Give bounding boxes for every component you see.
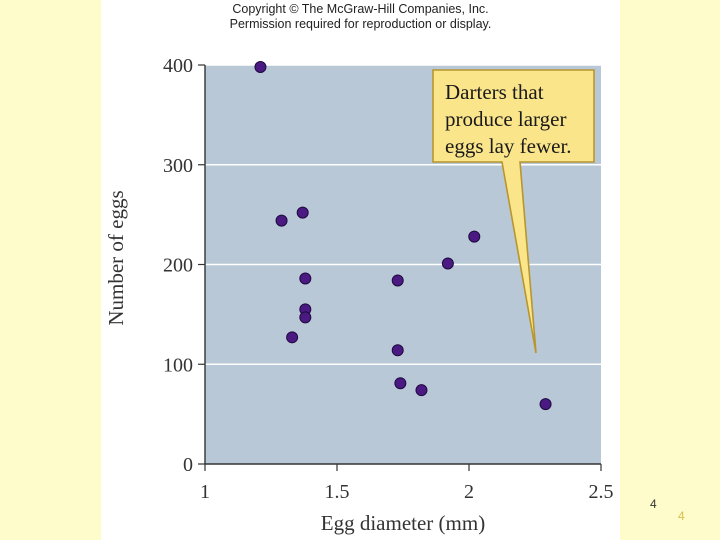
page-number: 4: [650, 497, 657, 511]
data-point: [539, 398, 552, 411]
axes: [198, 64, 602, 471]
data-point: [441, 257, 454, 270]
copyright-notice: Copyright © The McGraw-Hill Companies, I…: [101, 2, 620, 32]
data-point: [394, 377, 407, 390]
data-point: [391, 344, 404, 357]
y-axis-title: Number of eggs: [104, 190, 128, 325]
y-tick-label: 300: [163, 155, 193, 177]
callout-box: [432, 69, 595, 354]
data-point: [415, 384, 428, 397]
x-tick-label: 2: [464, 481, 474, 503]
page-number-footer: 4: [678, 509, 685, 523]
x-tick-label: 1.5: [325, 481, 350, 503]
y-tick-label: 200: [163, 255, 193, 277]
data-points: [254, 60, 552, 411]
data-point: [391, 274, 404, 287]
x-axis-title: Egg diameter (mm): [321, 511, 485, 535]
data-point: [299, 272, 312, 285]
callout-text-line: eggs lay fewer.: [445, 134, 572, 158]
y-tick-label: 100: [163, 354, 193, 376]
permission-line: Permission required for reproduction or …: [229, 17, 492, 31]
data-point: [468, 230, 481, 243]
data-point: [299, 311, 312, 324]
data-point: [286, 331, 299, 344]
callout-text-line: Darters that: [445, 80, 544, 104]
axis-labels: 0 100 200 300 400 1 1.5 2 2.5 Egg diameter (mm) Nu…: [104, 55, 614, 535]
callout-text-line: produce larger: [445, 107, 566, 131]
copyright-line: Copyright © The McGraw-Hill Companies, I…: [232, 2, 489, 16]
data-point: [275, 214, 288, 227]
x-tick-label: 1: [200, 481, 210, 503]
data-point: [254, 60, 267, 73]
data-point: [296, 206, 309, 219]
gridlines: [205, 64, 601, 366]
y-tick-label: 0: [183, 454, 193, 476]
annotation-callout: Darters that produce larger eggs lay fewer…: [432, 69, 595, 354]
x-tick-label: 2.5: [589, 481, 614, 503]
y-tick-label: 400: [163, 55, 193, 77]
